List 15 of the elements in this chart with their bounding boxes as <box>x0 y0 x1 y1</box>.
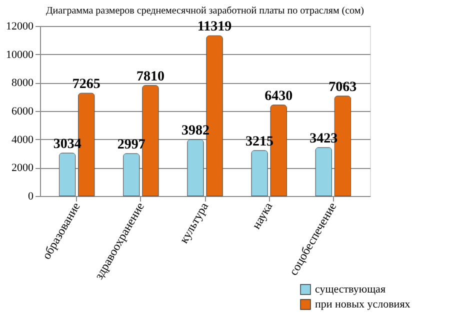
chart-title: Диаграмма размеров среднемесячной заработной платы по отраслям (сом) <box>46 6 364 17</box>
data-label: 6430 <box>264 88 293 104</box>
y-tick-label: 12000 <box>6 20 34 32</box>
y-tick-label: 6000 <box>12 106 34 118</box>
data-label: 7063 <box>328 80 357 95</box>
data-label: 7265 <box>72 77 100 92</box>
y-tick-label: 2000 <box>12 162 34 174</box>
y-tick-label: 0 <box>28 190 34 202</box>
y-tick-label: 4000 <box>12 134 34 146</box>
data-label: 7810 <box>136 69 164 84</box>
y-tick-label: 8000 <box>12 77 34 90</box>
legend-label: существующая <box>315 284 386 296</box>
legend-label: при новых условиях <box>315 298 411 310</box>
y-tick-label: 10000 <box>6 48 34 61</box>
data-label: 11319 <box>197 20 232 35</box>
